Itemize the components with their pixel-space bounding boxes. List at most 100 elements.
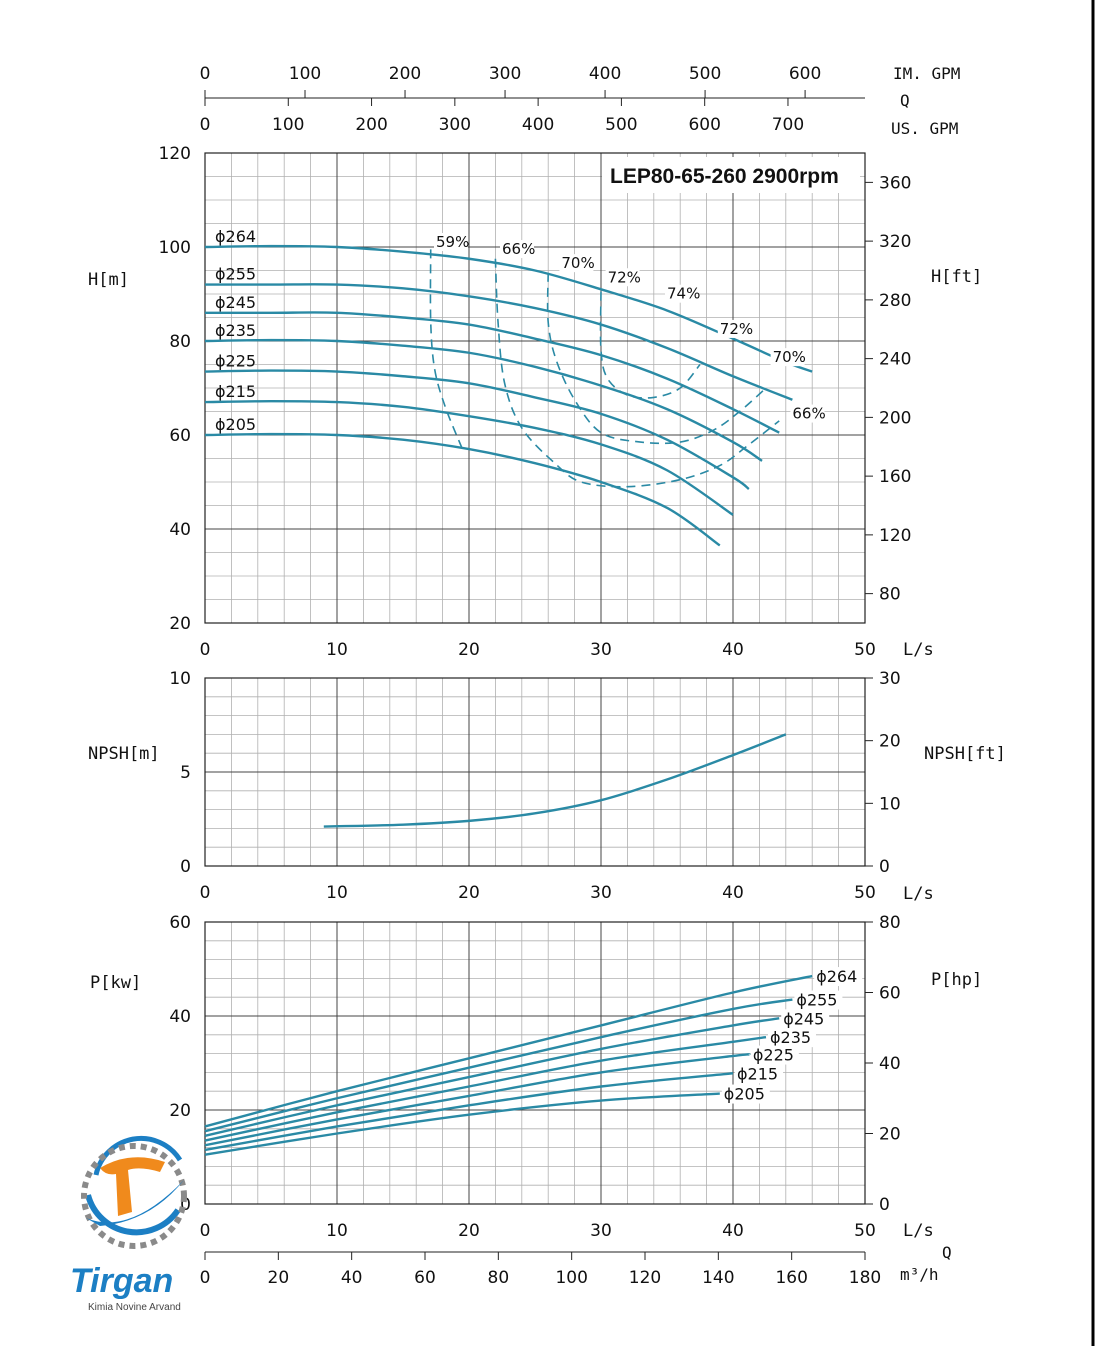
x-tick-label: 20 bbox=[458, 640, 480, 660]
power-diameter-label: ϕ205 bbox=[724, 1085, 765, 1104]
x-tick-label: 40 bbox=[722, 1221, 744, 1241]
y-tick-label: 60 bbox=[169, 426, 191, 446]
y-right-tick-label: 200 bbox=[879, 408, 911, 428]
efficiency-label: 66% bbox=[502, 240, 535, 258]
bottom-flow-scale: 0 20 40 60 80 100 120 140 160 180 Q m³/h bbox=[200, 1243, 952, 1288]
us-gpm-tick-label: 400 bbox=[522, 115, 554, 135]
y-tick-label: 10 bbox=[169, 669, 191, 689]
m3h-tick-label: 80 bbox=[488, 1268, 510, 1288]
power-diameter-label: ϕ245 bbox=[783, 1009, 824, 1028]
q-label-top: Q bbox=[900, 91, 910, 110]
y-right-tick-label: 360 bbox=[879, 173, 911, 193]
m3h-tick-label: 40 bbox=[341, 1268, 363, 1288]
m3h-tick-label: 100 bbox=[555, 1268, 587, 1288]
x-tick-label: 10 bbox=[326, 883, 348, 903]
head-title-box bbox=[602, 157, 860, 193]
m3h-tick-label: 60 bbox=[414, 1268, 436, 1288]
efficiency-label-bg bbox=[500, 240, 534, 259]
y-tick-label: 5 bbox=[180, 763, 191, 783]
x-tick-label: 50 bbox=[854, 883, 876, 903]
us-gpm-tick-label: 200 bbox=[355, 115, 387, 135]
y-tick-label: 40 bbox=[169, 520, 191, 540]
us-gpm-tick-label: 100 bbox=[272, 115, 304, 135]
efficiency-label-bg bbox=[434, 233, 468, 251]
curve-npsh bbox=[323, 733, 787, 828]
x-tick-label: 40 bbox=[722, 883, 744, 903]
head-chart: 20 40 60 80 100 120 0 10 20 30 40 50 80 120 160 200 240 2… bbox=[88, 144, 982, 660]
y-right-tick-label: 280 bbox=[879, 291, 911, 311]
chart-title: LEP80-65-260 2900rpm bbox=[610, 165, 839, 188]
m3h-tick-label: 0 bbox=[200, 1268, 211, 1288]
y-right-tick-label: 20 bbox=[879, 732, 901, 752]
diameter-label: ϕ245 bbox=[215, 293, 256, 312]
curve-ϕ205 bbox=[204, 432, 721, 547]
y-right-tick-label: 10 bbox=[879, 794, 901, 814]
power-diameter-label: ϕ264 bbox=[816, 967, 857, 986]
power-label-bg bbox=[768, 1028, 816, 1048]
efficiency-label: 74% bbox=[667, 285, 700, 303]
power-diameter-label: ϕ255 bbox=[796, 991, 837, 1010]
y-tick-label: 120 bbox=[159, 144, 191, 164]
efficiency-contour-72% bbox=[599, 291, 701, 399]
x-tick-label: 10 bbox=[326, 640, 348, 660]
us-gpm-ticks: 0 100 200 300 400 500 600 700 bbox=[200, 98, 804, 135]
efficiency-contour-66% bbox=[494, 258, 780, 488]
efficiency-label: 59% bbox=[436, 233, 469, 251]
im-gpm-unit: IM. GPM bbox=[893, 64, 960, 83]
curve-ϕ245 bbox=[205, 311, 780, 434]
im-gpm-tick-label: 200 bbox=[389, 64, 421, 84]
im-gpm-tick-label: 100 bbox=[289, 64, 321, 84]
q-label-bottom: Q bbox=[942, 1243, 952, 1262]
efficiency-contour-59% bbox=[429, 249, 464, 450]
y-tick-label: 40 bbox=[169, 1007, 191, 1027]
x-tick-label: 40 bbox=[722, 640, 744, 660]
y-right-tick-label: 160 bbox=[879, 467, 911, 487]
m3h-ticks: 0 20 40 60 80 100 120 140 160 180 bbox=[200, 1252, 881, 1288]
efficiency-label-bg bbox=[665, 284, 699, 303]
diameter-label: ϕ264 bbox=[215, 227, 256, 246]
efficiency-label-bg bbox=[770, 348, 805, 367]
power-label-bg bbox=[750, 1045, 799, 1065]
diameter-label: ϕ255 bbox=[215, 265, 256, 284]
y-tick-label: 100 bbox=[159, 238, 191, 258]
logo-subtitle: Kimia Novine Arvand bbox=[88, 1302, 181, 1313]
x-tick-label: 20 bbox=[458, 1221, 480, 1241]
diameter-label: ϕ225 bbox=[215, 352, 256, 371]
power-diameter-label: ϕ235 bbox=[770, 1028, 811, 1047]
curve-ϕ235 bbox=[204, 1035, 767, 1142]
y-right-tick-label: 80 bbox=[879, 913, 901, 933]
head-curves bbox=[204, 244, 813, 547]
im-gpm-tick-label: 0 bbox=[200, 64, 211, 84]
m3h-tick-label: 180 bbox=[849, 1268, 881, 1288]
y-right-tick-label: 320 bbox=[879, 232, 911, 252]
power-label-bg bbox=[781, 1009, 830, 1029]
us-gpm-unit: US. GPM bbox=[891, 119, 958, 138]
head-ylabel: H[m] bbox=[88, 270, 129, 290]
curve-ϕ205 bbox=[204, 1092, 720, 1156]
power-diameter-label: ϕ215 bbox=[737, 1064, 778, 1083]
curve-ϕ225 bbox=[204, 369, 750, 491]
x-tick-label: 30 bbox=[590, 883, 612, 903]
power-label-bg bbox=[721, 1084, 770, 1104]
us-gpm-tick-label: 0 bbox=[200, 115, 211, 135]
diameter-label: ϕ215 bbox=[215, 382, 256, 401]
curve-ϕ235 bbox=[204, 338, 763, 462]
im-gpm-tick-label: 600 bbox=[789, 64, 821, 84]
y-right-tick-label: 60 bbox=[879, 984, 901, 1004]
curve-ϕ215 bbox=[204, 399, 734, 516]
npsh-curves bbox=[323, 733, 787, 828]
y-right-tick-label: 40 bbox=[879, 1054, 901, 1074]
us-gpm-tick-label: 300 bbox=[439, 115, 471, 135]
y-tick-label: 0 bbox=[180, 1195, 191, 1215]
x-tick-label: 10 bbox=[326, 1221, 348, 1241]
curve-ϕ255 bbox=[204, 998, 793, 1133]
efficiency-label-bg bbox=[717, 319, 752, 338]
curve-ϕ264 bbox=[204, 974, 813, 1128]
y-right-tick-label: 0 bbox=[879, 1195, 890, 1215]
curve-ϕ225 bbox=[204, 1053, 751, 1147]
efficiency-label-bg bbox=[790, 404, 825, 423]
efficiency-label: 70% bbox=[773, 348, 806, 366]
